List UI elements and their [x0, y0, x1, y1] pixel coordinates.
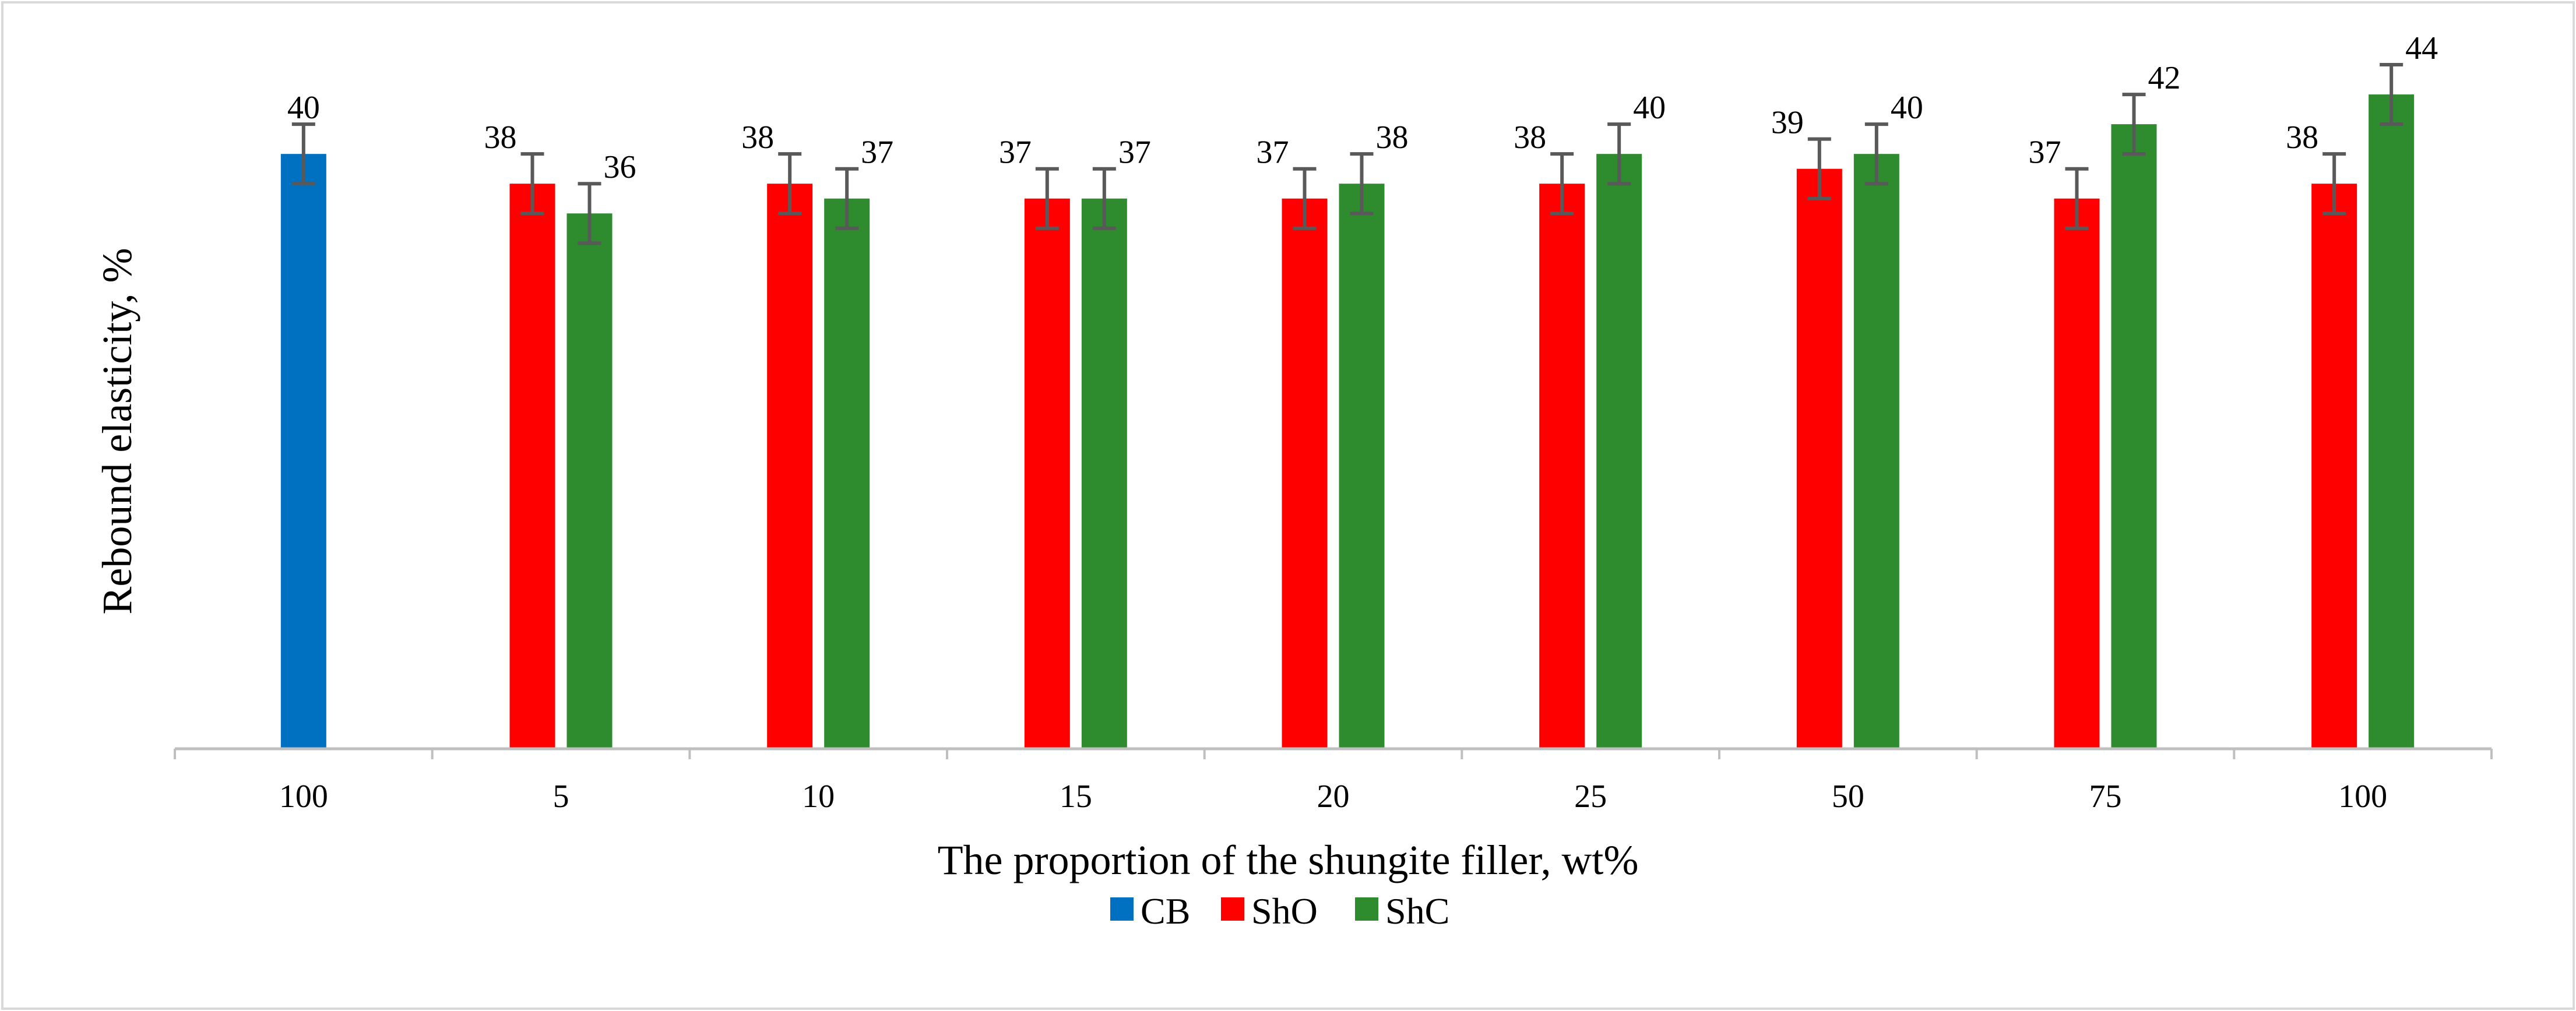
legend-swatch-sho	[1221, 897, 1244, 921]
y-axis-title: Rebound elasticity, %	[94, 248, 140, 614]
data-label-shc: 40	[1891, 90, 1923, 126]
x-tick-label: 50	[1832, 778, 1864, 815]
bar-sho	[2054, 198, 2100, 749]
data-label-sho: 37	[2029, 135, 2061, 171]
data-label-cb: 40	[287, 90, 320, 126]
data-label-sho: 38	[484, 119, 517, 156]
bar-shc	[824, 198, 870, 749]
x-tick-label: 100	[279, 778, 328, 815]
bar-shc	[2369, 94, 2415, 749]
data-label-shc: 37	[1118, 135, 1151, 171]
bar-sho	[2311, 184, 2357, 749]
legend-swatch-shc	[1355, 897, 1378, 921]
bar-sho	[1024, 198, 1070, 749]
data-label-shc: 36	[604, 149, 636, 185]
bar-shc	[1853, 154, 1899, 749]
data-label-sho: 38	[2286, 119, 2318, 156]
data-label-sho: 38	[1514, 119, 1546, 156]
x-tick-label: 15	[1060, 778, 1092, 815]
bar-sho	[1539, 184, 1585, 749]
bar-sho	[1282, 198, 1328, 749]
bar-shc	[1596, 154, 1642, 749]
data-label-shc: 42	[2148, 60, 2181, 96]
x-tick-label: 100	[2338, 778, 2387, 815]
legend: CB ShO ShC	[1110, 890, 1449, 932]
x-tick-label: 5	[553, 778, 569, 815]
legend-label-sho: ShO	[1251, 890, 1318, 932]
data-label-sho: 38	[741, 119, 774, 156]
x-tick-label: 10	[802, 778, 835, 815]
legend-label-shc: ShC	[1385, 890, 1449, 932]
bars-layer	[280, 94, 2415, 749]
data-label-shc: 40	[1633, 90, 1666, 126]
x-tick-labels-layer: 100 5 10 15 20 25 50 75 100	[279, 778, 2387, 815]
bar-sho	[767, 184, 813, 749]
bar-shc	[566, 213, 613, 749]
bar-shc	[1339, 184, 1385, 749]
data-label-sho: 37	[999, 135, 1032, 171]
x-tick-label: 75	[2089, 778, 2122, 815]
data-label-shc: 44	[2405, 30, 2438, 66]
bar-cb	[280, 154, 326, 749]
x-tick-label: 25	[1574, 778, 1607, 815]
data-label-sho: 37	[1257, 135, 1289, 171]
data-label-shc: 38	[1376, 119, 1409, 156]
x-ticks-layer	[174, 749, 2493, 759]
legend-swatch-cb	[1110, 897, 1134, 921]
data-label-sho: 39	[1771, 105, 1804, 141]
bar-sho	[509, 184, 555, 749]
data-labels-layer: 40 38 36 38 37 37 37 37 38 38 40 39 40 37 42 38 44	[287, 30, 2438, 185]
legend-label-cb: CB	[1141, 890, 1190, 932]
data-label-shc: 37	[861, 135, 893, 171]
bar-shc	[1081, 198, 1127, 749]
x-tick-label: 20	[1317, 778, 1350, 815]
error-bars-layer	[291, 63, 2403, 245]
bar-sho	[1796, 168, 1842, 749]
bar-shc	[2111, 124, 2157, 749]
x-axis-title: The proportion of the shungite filler, w…	[938, 837, 1639, 883]
